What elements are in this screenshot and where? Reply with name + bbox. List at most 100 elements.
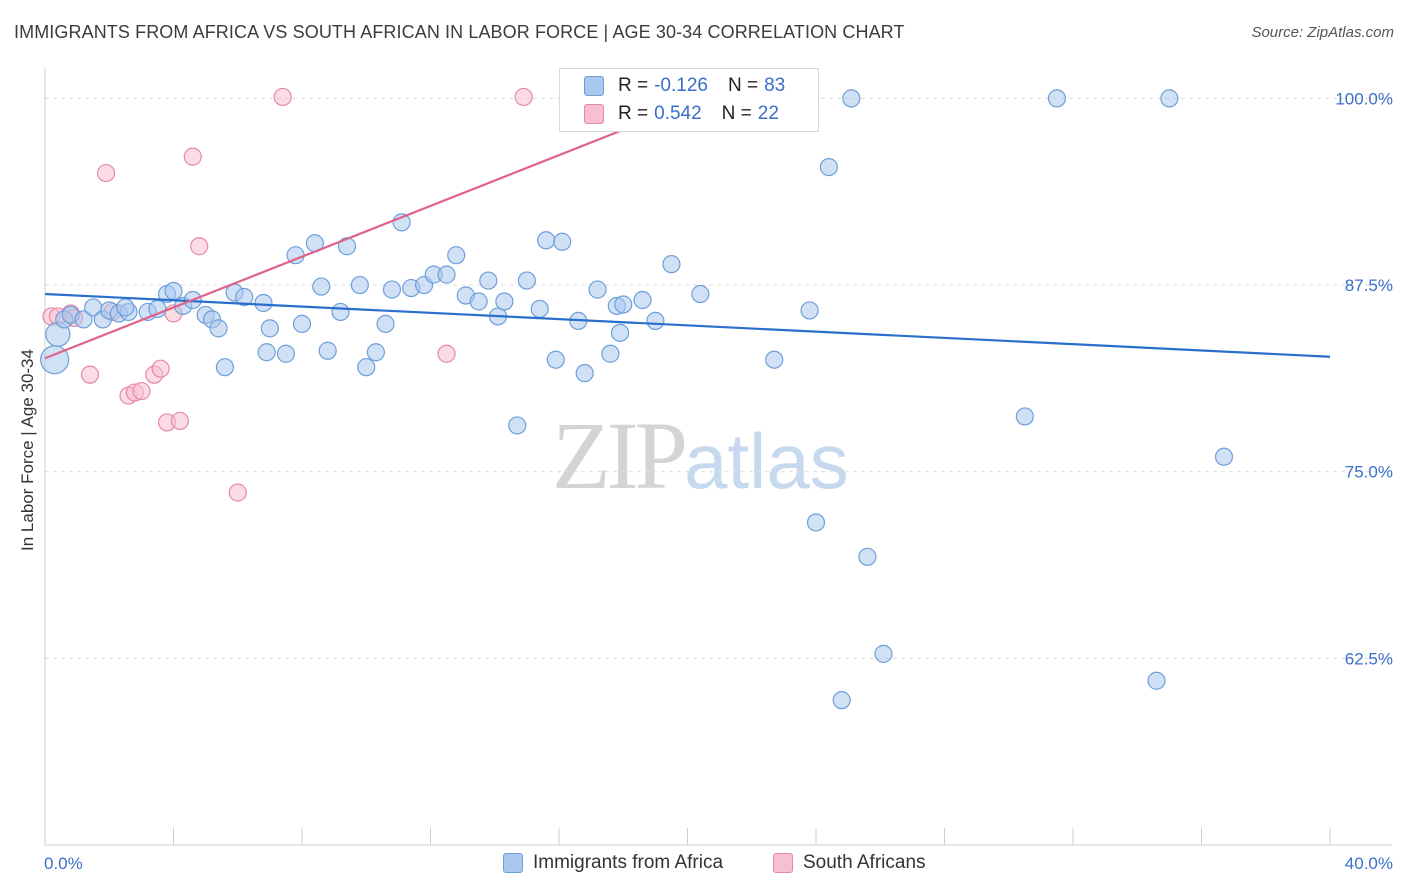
immigrants-from-africa-point: [376, 314, 395, 333]
immigrants-from-africa-point: [495, 292, 514, 311]
legend-r-label: R =: [618, 103, 649, 124]
immigrants-from-africa-point: [575, 364, 594, 383]
immigrants-from-africa-point: [874, 644, 893, 663]
immigrants-from-africa-point: [337, 237, 357, 256]
south-africans-point: [190, 237, 209, 256]
immigrants-from-africa-point: [553, 232, 572, 251]
immigrants-from-africa-point: [254, 293, 273, 313]
y-tick-label: 62.5%: [1345, 649, 1393, 668]
immigrants-from-africa-point: [633, 290, 652, 310]
immigrants-from-africa-point: [614, 295, 633, 314]
immigrants-from-africa-point: [209, 319, 228, 338]
watermark: ZIPatlas: [552, 400, 849, 511]
y-tick-label: 75.0%: [1345, 463, 1393, 482]
series-swatch-blue: [503, 853, 523, 873]
legend-n-value-south-africans: 22: [757, 103, 779, 124]
immigrants-from-africa-point: [646, 311, 665, 330]
legend-r-value-africa: -0.126: [654, 75, 708, 96]
immigrants-from-africa-point: [517, 271, 536, 290]
immigrants-from-africa-point: [806, 513, 826, 532]
immigrants-from-africa-point: [74, 310, 93, 329]
y-axis-label-wrap: In Labor Force | Age 30-34: [14, 300, 42, 600]
south-africans-point: [170, 411, 190, 431]
immigrants-from-africa-point: [382, 280, 402, 299]
immigrants-from-africa-point: [260, 319, 279, 338]
immigrants-from-africa-point: [235, 287, 254, 307]
immigrants-from-africa-point: [447, 246, 466, 265]
immigrants-from-africa-point: [508, 416, 527, 435]
series-legend-south-africans[interactable]: South Africans: [773, 852, 926, 874]
immigrants-from-africa-point: [1147, 671, 1166, 690]
south-africans-point: [96, 163, 116, 183]
series-legend-south-africans-label: South Africans: [803, 852, 926, 873]
immigrants-from-africa-point: [662, 255, 681, 274]
legend-r-label: R =: [618, 75, 649, 96]
immigrants-from-africa-point: [479, 271, 498, 290]
south-africans-point: [437, 344, 456, 363]
legend-n-label: N =: [721, 103, 752, 124]
immigrants-from-africa-point: [765, 350, 784, 369]
y-tick-label: 87.5%: [1345, 276, 1393, 295]
legend-n-value-africa: 83: [764, 75, 786, 96]
immigrants-from-africa-point: [1015, 407, 1034, 426]
immigrants-from-africa-point: [1160, 89, 1179, 108]
immigrants-from-africa-point: [312, 277, 331, 296]
trend-line-africa: [44, 292, 1331, 358]
immigrants-from-africa-point: [530, 299, 549, 319]
immigrants-from-africa-point: [257, 343, 276, 362]
immigrants-from-africa-point: [601, 344, 620, 363]
legend-swatch-pink: [584, 104, 604, 124]
grid-lines: [45, 97, 1392, 659]
immigrants-from-africa-point: [331, 302, 350, 322]
immigrants-from-africa-point: [116, 298, 135, 317]
south-africans-point: [228, 483, 247, 502]
axes: [44, 68, 1392, 846]
immigrants-from-africa-point: [691, 284, 710, 304]
immigrants-from-africa-point: [164, 281, 183, 301]
watermark-atlas: atlas: [684, 417, 849, 505]
y-axis-label: In Labor Force | Age 30-34: [18, 349, 37, 551]
immigrants-from-africa-point: [610, 323, 630, 342]
x-tick-label-min: 0.0%: [44, 854, 83, 873]
immigrants-from-africa-point: [1047, 89, 1067, 108]
source-label: Source: ZipAtlas.com: [1251, 24, 1394, 41]
watermark-zip: ZIP: [552, 402, 688, 509]
immigrants-from-africa-point: [842, 89, 861, 108]
immigrants-from-africa-point: [537, 231, 556, 250]
immigrants-from-africa-point: [215, 358, 234, 377]
immigrants-from-africa-point: [276, 344, 296, 363]
series-swatch-pink: [773, 853, 793, 873]
series-legend: Immigrants from Africa South Africans: [0, 852, 1406, 876]
legend-row-africa: R = -0.126 N = 83: [584, 75, 785, 97]
south-africans-point: [151, 359, 170, 378]
immigrants-from-africa-point: [292, 314, 312, 333]
south-africans-points: [42, 87, 723, 502]
chart-title: IMMIGRANTS FROM AFRICA VS SOUTH AFRICAN …: [14, 22, 905, 42]
immigrants-from-africa-points: [40, 89, 1234, 710]
series-legend-africa[interactable]: Immigrants from Africa: [503, 852, 723, 874]
immigrants-from-africa-point: [546, 350, 565, 369]
legend-r-value-south-africans: 0.542: [654, 103, 702, 124]
immigrants-from-africa-point: [858, 547, 877, 566]
south-africans-point: [132, 381, 151, 401]
south-africans-point: [183, 147, 202, 166]
immigrants-from-africa-point: [350, 275, 369, 295]
immigrants-from-africa-point: [437, 265, 456, 284]
immigrants-from-africa-point: [1214, 447, 1234, 466]
tick-labels: 62.5% 75.0% 87.5% 100.0% 0.0% 40.0%: [44, 89, 1393, 873]
immigrants-from-africa-point: [800, 301, 819, 320]
immigrants-from-africa-point: [588, 280, 607, 299]
legend-swatch-blue: [584, 76, 604, 96]
series-legend-africa-label: Immigrants from Africa: [533, 852, 724, 873]
x-tick-label-max: 40.0%: [1345, 854, 1393, 873]
legend-n-label: N =: [727, 75, 759, 96]
immigrants-from-africa-point: [832, 691, 851, 710]
immigrants-from-africa-point: [819, 157, 838, 177]
south-africans-point: [273, 87, 292, 107]
south-africans-point: [80, 365, 100, 384]
immigrants-from-africa-point: [469, 292, 488, 311]
immigrants-from-africa-point: [366, 343, 385, 362]
y-tick-label: 100.0%: [1335, 89, 1393, 108]
correlation-legend: R = -0.126 N = 83 R = 0.542 N = 22: [559, 68, 819, 132]
